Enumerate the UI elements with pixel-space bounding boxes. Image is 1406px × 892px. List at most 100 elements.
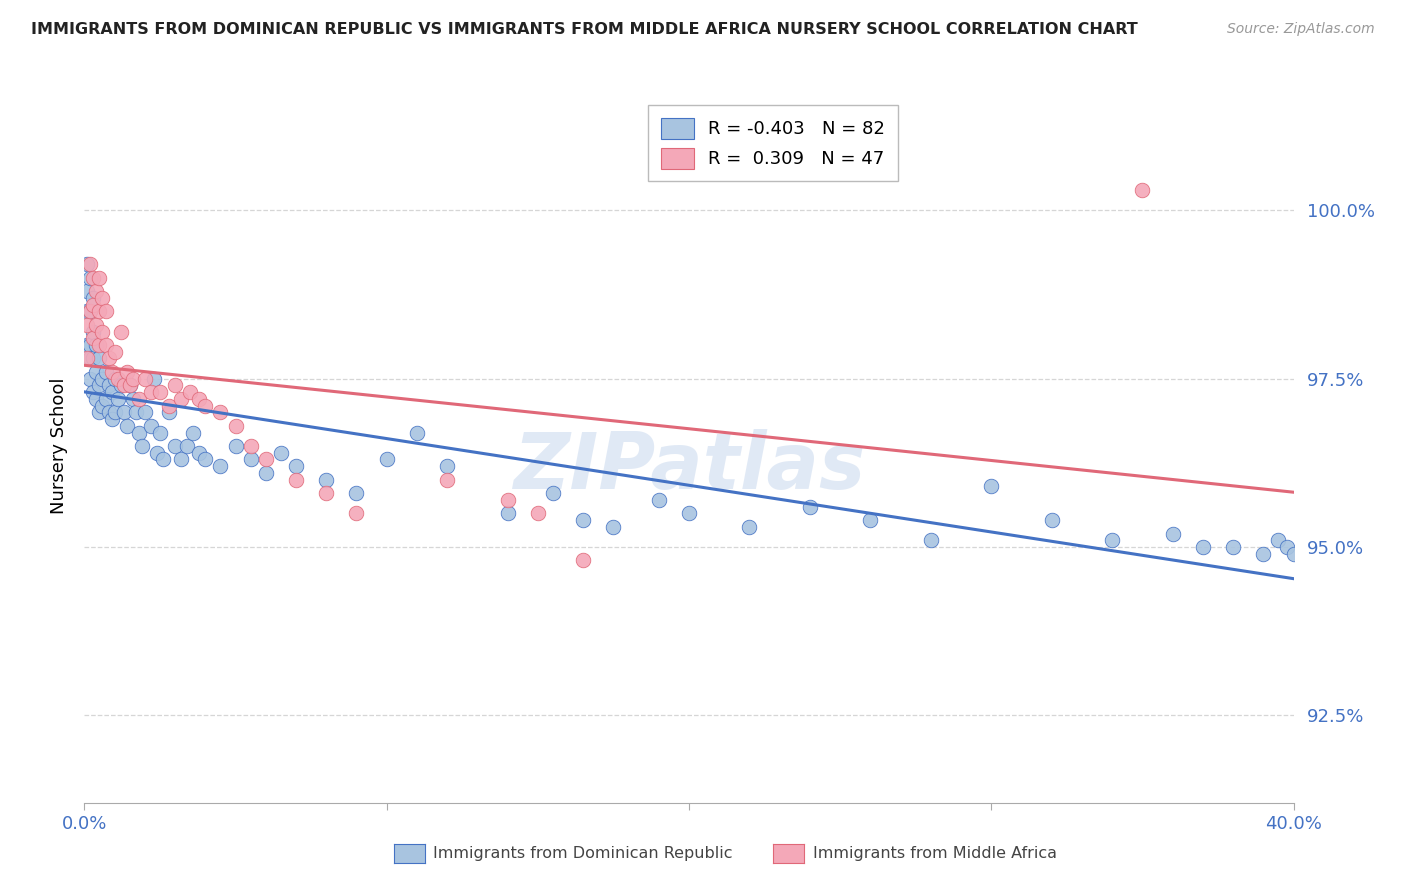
Point bbox=[139, 418, 162, 433]
Point bbox=[89, 304, 111, 318]
Point bbox=[76, 338, 98, 352]
Point bbox=[1267, 533, 1289, 548]
Point bbox=[176, 439, 198, 453]
Point bbox=[104, 344, 127, 359]
Point bbox=[152, 452, 174, 467]
Point bbox=[541, 486, 564, 500]
Point bbox=[131, 439, 153, 453]
Point bbox=[89, 338, 111, 352]
Point bbox=[315, 486, 337, 500]
Point bbox=[121, 372, 143, 386]
Point bbox=[799, 500, 821, 514]
Point bbox=[86, 338, 108, 352]
Text: ZIPatlas: ZIPatlas bbox=[513, 429, 865, 506]
Point bbox=[89, 378, 111, 392]
Point bbox=[110, 325, 132, 339]
Point bbox=[165, 378, 187, 392]
Point bbox=[121, 392, 143, 406]
Point bbox=[89, 351, 111, 366]
Point bbox=[165, 439, 187, 453]
Point bbox=[89, 405, 111, 419]
Point bbox=[118, 378, 141, 392]
Point bbox=[738, 520, 761, 534]
Point bbox=[94, 304, 117, 318]
Point bbox=[76, 318, 98, 332]
Point bbox=[181, 425, 204, 440]
Point bbox=[76, 304, 98, 318]
Legend: R = -0.403   N = 82, R =  0.309   N = 47: R = -0.403 N = 82, R = 0.309 N = 47 bbox=[648, 105, 897, 181]
Point bbox=[225, 439, 247, 453]
Point bbox=[100, 385, 122, 400]
Point bbox=[107, 392, 129, 406]
Point bbox=[104, 372, 127, 386]
Point bbox=[1101, 533, 1123, 548]
Point bbox=[157, 405, 180, 419]
Point bbox=[270, 446, 292, 460]
Point bbox=[1040, 513, 1063, 527]
Point bbox=[1282, 547, 1305, 561]
Point bbox=[188, 392, 211, 406]
Point bbox=[239, 452, 262, 467]
Point bbox=[82, 291, 104, 305]
Point bbox=[980, 479, 1002, 493]
Point bbox=[146, 446, 169, 460]
Point bbox=[91, 399, 114, 413]
Point bbox=[859, 513, 882, 527]
Point bbox=[79, 372, 101, 386]
Point bbox=[1192, 540, 1215, 554]
Point bbox=[572, 513, 595, 527]
Point bbox=[79, 270, 101, 285]
Point bbox=[76, 257, 98, 271]
Point bbox=[94, 365, 117, 379]
Point bbox=[91, 325, 114, 339]
Point bbox=[1222, 540, 1244, 554]
Point bbox=[315, 473, 337, 487]
Point bbox=[91, 291, 114, 305]
Point bbox=[209, 459, 232, 474]
Point bbox=[86, 284, 108, 298]
Point bbox=[194, 452, 217, 467]
Point bbox=[82, 270, 104, 285]
Point bbox=[142, 372, 165, 386]
Text: IMMIGRANTS FROM DOMINICAN REPUBLIC VS IMMIGRANTS FROM MIDDLE AFRICA NURSERY SCHO: IMMIGRANTS FROM DOMINICAN REPUBLIC VS IM… bbox=[31, 22, 1137, 37]
Point bbox=[97, 405, 120, 419]
Point bbox=[79, 304, 101, 318]
Point bbox=[134, 372, 156, 386]
Point bbox=[254, 452, 277, 467]
Point bbox=[82, 351, 104, 366]
Point bbox=[170, 452, 193, 467]
Point bbox=[76, 284, 98, 298]
Point bbox=[118, 378, 141, 392]
Point bbox=[79, 338, 101, 352]
Point bbox=[128, 425, 150, 440]
Point bbox=[496, 506, 519, 520]
Point bbox=[79, 351, 101, 366]
Point bbox=[1130, 183, 1153, 197]
Point bbox=[149, 425, 172, 440]
Point bbox=[375, 452, 398, 467]
Point bbox=[139, 385, 162, 400]
Point bbox=[188, 446, 211, 460]
Point bbox=[76, 351, 98, 366]
Point bbox=[134, 405, 156, 419]
Point bbox=[115, 365, 138, 379]
Point bbox=[107, 372, 129, 386]
Point bbox=[194, 399, 217, 413]
Point bbox=[678, 506, 700, 520]
Point bbox=[115, 418, 138, 433]
Point bbox=[209, 405, 232, 419]
Point bbox=[254, 466, 277, 480]
Point bbox=[225, 418, 247, 433]
Point bbox=[82, 298, 104, 312]
Y-axis label: Nursery School: Nursery School bbox=[49, 377, 67, 515]
Point bbox=[82, 325, 104, 339]
Point bbox=[572, 553, 595, 567]
Point bbox=[285, 459, 308, 474]
Point bbox=[100, 412, 122, 426]
Point bbox=[86, 365, 108, 379]
Point bbox=[406, 425, 429, 440]
Point bbox=[110, 378, 132, 392]
Text: Source: ZipAtlas.com: Source: ZipAtlas.com bbox=[1227, 22, 1375, 37]
Point bbox=[97, 378, 120, 392]
Point bbox=[79, 257, 101, 271]
